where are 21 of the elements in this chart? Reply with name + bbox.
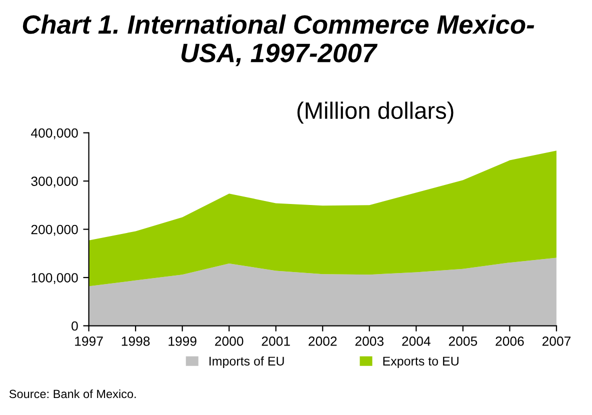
chart-title: Chart 1. International Commerce Mexico- USA, 1997-2007 xyxy=(22,14,534,66)
x-tick-label: 2006 xyxy=(496,336,524,346)
x-tick-label: 2002 xyxy=(308,336,337,346)
y-tick-label: 400,000 xyxy=(30,128,78,140)
x-tick-label: 1998 xyxy=(122,336,150,346)
y-tick-label: 300,000 xyxy=(31,176,78,188)
chart-subtitle: (Million dollars) xyxy=(297,102,454,124)
x-tick-label: 2005 xyxy=(448,336,478,346)
x-tick-label: 2003 xyxy=(355,336,384,346)
y-tick-label: 100,000 xyxy=(32,273,78,284)
y-tick-label: 200,000 xyxy=(31,224,78,236)
x-tick-label: 2000 xyxy=(215,336,244,346)
source-note: Source: Bank of Mexico. xyxy=(9,389,136,398)
x-tick-label: 2004 xyxy=(402,336,430,346)
x-tick-label: 2007 xyxy=(542,336,570,346)
legend-label: Exports to EU xyxy=(383,356,458,368)
y-tick-label: 0 xyxy=(72,321,78,331)
legend-label: Imports of EU xyxy=(210,356,284,368)
x-tick-label: 1999 xyxy=(168,336,196,346)
x-tick-label: 2001 xyxy=(262,336,290,346)
x-tick-label: 1997 xyxy=(75,336,103,346)
